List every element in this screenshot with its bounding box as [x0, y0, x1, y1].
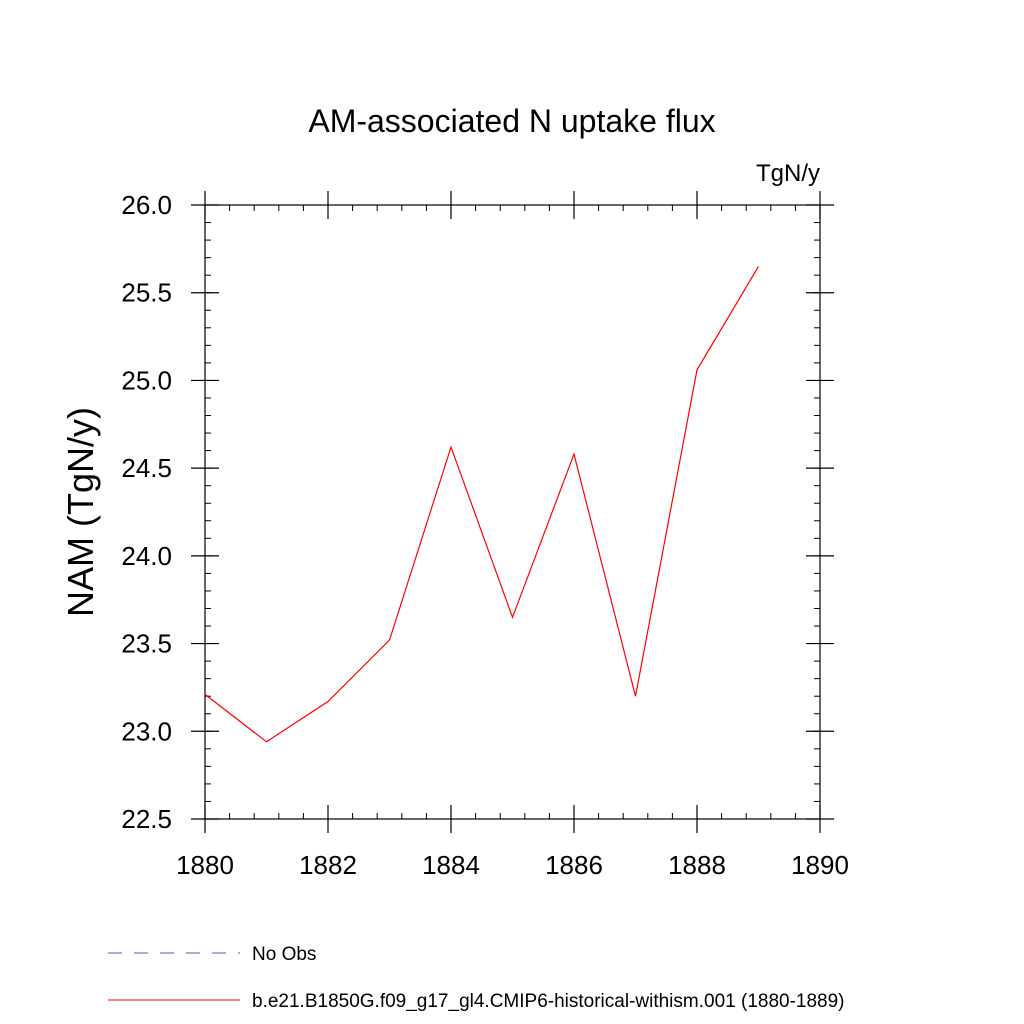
- legend: No Obs b.e21.B1850G.f09_g17_gl4.CMIP6-hi…: [108, 944, 845, 1012]
- y-tick-label: 24.5: [121, 453, 172, 483]
- x-tick-label: 1880: [176, 850, 234, 880]
- series-line: [204, 266, 760, 743]
- x-tick-label: 1888: [668, 850, 726, 880]
- units-label: TgN/y: [756, 160, 820, 187]
- y-tick-label: 24.0: [121, 541, 172, 571]
- x-tick-label: 1890: [791, 850, 849, 880]
- y-tick-label: 25.5: [121, 278, 172, 308]
- y-axis-tick-labels: 22.5 23.0 23.5 24.0 24.5 25.0 25.5 26.0: [121, 190, 172, 834]
- x-tick-label: 1886: [545, 850, 603, 880]
- x-axis-tick-labels: 1880 1882 1884 1886 1888 1890: [176, 850, 849, 880]
- chart-title: AM-associated N uptake flux: [308, 103, 715, 139]
- series-layer: [204, 266, 760, 743]
- y-tick-label: 22.5: [121, 804, 172, 834]
- y-tick-label: 23.5: [121, 629, 172, 659]
- x-tick-label: 1884: [422, 850, 480, 880]
- y-axis-ticks: [191, 204, 834, 820]
- y-tick-label: 26.0: [121, 190, 172, 220]
- legend-label-no-obs: No Obs: [252, 944, 316, 965]
- legend-label-model-run: b.e21.B1850G.f09_g17_gl4.CMIP6-historica…: [252, 991, 845, 1012]
- y-tick-label: 23.0: [121, 716, 172, 746]
- x-tick-label: 1882: [299, 850, 357, 880]
- plot-frame: [204, 204, 821, 820]
- y-tick-label: 25.0: [121, 365, 172, 395]
- x-axis-ticks: [204, 191, 821, 833]
- y-axis-label: NAM (TgN/y): [60, 407, 101, 617]
